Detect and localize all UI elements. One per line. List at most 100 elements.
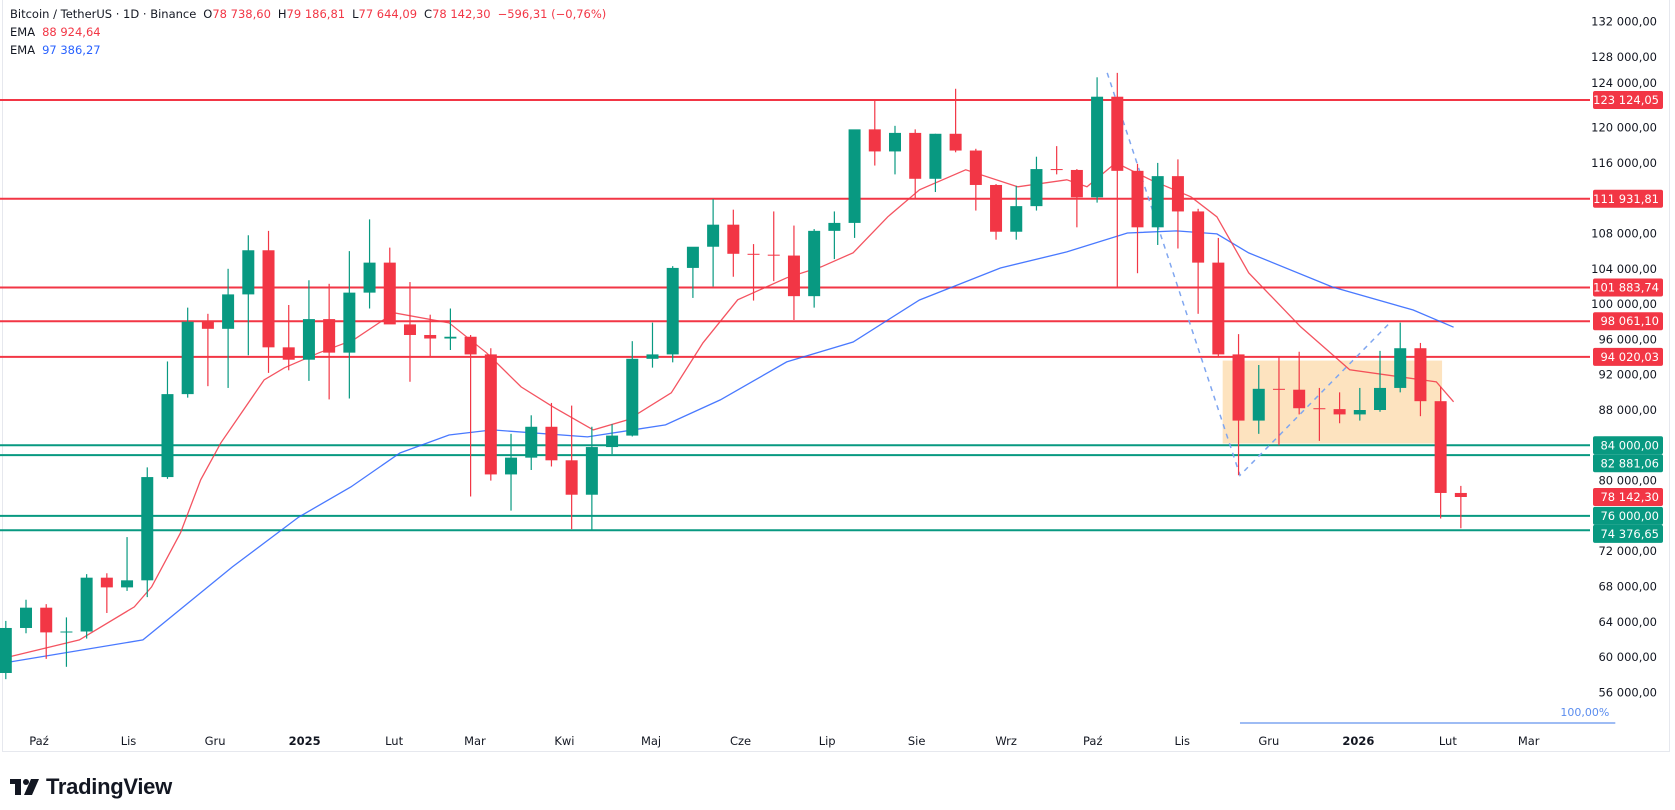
candle[interactable] <box>1353 387 1366 421</box>
candle[interactable] <box>60 617 73 667</box>
candle[interactable] <box>201 313 214 387</box>
candle[interactable] <box>1192 208 1205 314</box>
candle[interactable] <box>565 405 578 530</box>
y-axis-tick-label: 92 000,00 <box>1598 368 1657 382</box>
candle[interactable] <box>1050 146 1063 175</box>
candle[interactable] <box>121 537 134 591</box>
candle[interactable] <box>1030 156 1043 211</box>
candle[interactable] <box>1111 72 1124 287</box>
fib-extension-trend-line[interactable] <box>1106 72 1391 477</box>
candle[interactable] <box>990 184 1003 240</box>
candle[interactable] <box>242 235 255 356</box>
candle[interactable] <box>949 88 962 153</box>
price-chart[interactable]: 100,00% 132 000,00 128 000,00 124 000,00 12… <box>0 0 1675 760</box>
candle[interactable] <box>646 322 659 368</box>
candle[interactable] <box>666 266 679 363</box>
candle[interactable] <box>181 307 194 398</box>
candle[interactable] <box>1212 237 1225 358</box>
candle[interactable] <box>1434 387 1447 519</box>
candle[interactable] <box>1252 364 1265 434</box>
candle-body <box>262 250 275 348</box>
candle[interactable] <box>505 433 518 511</box>
candle[interactable] <box>1313 387 1326 441</box>
candle[interactable] <box>1293 351 1306 415</box>
candle[interactable] <box>1070 169 1083 228</box>
candle[interactable] <box>383 247 396 325</box>
candle-body <box>20 607 33 628</box>
candle-body <box>242 250 255 295</box>
candle-body <box>0 627 12 673</box>
candle-body <box>646 354 659 359</box>
candle[interactable] <box>20 599 33 634</box>
candle[interactable] <box>80 574 93 639</box>
y-axis-tick-label: 108 000,00 <box>1591 227 1657 241</box>
candle[interactable] <box>444 308 457 350</box>
candle-body <box>121 580 134 588</box>
candle-body <box>1151 176 1164 228</box>
candle[interactable] <box>686 246 699 298</box>
candle-body <box>868 129 881 152</box>
candle[interactable] <box>100 573 113 613</box>
candle[interactable] <box>585 426 598 531</box>
x-axis-tick-label: Gru <box>1258 734 1279 748</box>
candle[interactable] <box>545 402 558 467</box>
candle[interactable] <box>1394 322 1407 393</box>
candle-body <box>1454 492 1467 497</box>
resistance-level-badge-label: 123 124,05 <box>1593 93 1659 107</box>
candle[interactable] <box>424 314 437 357</box>
candle-body <box>828 222 841 231</box>
candle[interactable] <box>868 99 881 166</box>
candle[interactable] <box>929 133 942 193</box>
candle[interactable] <box>222 268 235 388</box>
candle[interactable] <box>707 199 720 287</box>
candle[interactable] <box>1454 485 1467 529</box>
candle[interactable] <box>848 129 861 238</box>
candle[interactable] <box>626 341 639 437</box>
candle-body <box>990 184 1003 232</box>
ema-fast-legend[interactable]: EMA 88 924,64 <box>10 25 101 39</box>
tradingview-logo[interactable]: TradingView <box>10 772 172 802</box>
candle-body <box>585 447 598 495</box>
candle[interactable] <box>888 125 901 175</box>
candle[interactable] <box>1374 350 1387 412</box>
candle[interactable] <box>1151 162 1164 245</box>
candle-body <box>100 577 113 588</box>
candle[interactable] <box>363 219 376 309</box>
candle[interactable] <box>141 467 154 598</box>
candle[interactable] <box>1333 392 1346 424</box>
candle[interactable] <box>161 361 174 479</box>
candle[interactable] <box>1414 342 1427 417</box>
candle[interactable] <box>464 334 477 497</box>
candle[interactable] <box>909 129 922 199</box>
candle[interactable] <box>787 225 800 320</box>
x-axis-tick-label: Lut <box>1439 734 1457 748</box>
candle[interactable] <box>1232 334 1245 476</box>
candle[interactable] <box>40 604 53 659</box>
y-axis-tick-label: 124 000,00 <box>1591 76 1657 90</box>
ema-slow-legend[interactable]: EMA 97 386,27 <box>10 43 101 57</box>
candle-body <box>161 394 174 478</box>
candle[interactable] <box>525 415 538 471</box>
candle[interactable] <box>1091 77 1104 203</box>
candle[interactable] <box>1171 159 1184 249</box>
candle[interactable] <box>262 230 275 373</box>
candle[interactable] <box>747 244 760 301</box>
candle[interactable] <box>343 251 356 399</box>
candle[interactable] <box>0 620 12 680</box>
candle[interactable] <box>403 282 416 382</box>
candle[interactable] <box>767 211 780 282</box>
candle[interactable] <box>323 283 336 400</box>
candle[interactable] <box>969 148 982 211</box>
x-axis-tick-label: Lut <box>385 734 403 748</box>
candle[interactable] <box>1131 163 1144 274</box>
candle[interactable] <box>1010 185 1023 240</box>
candle[interactable] <box>302 280 315 381</box>
candle[interactable] <box>808 229 821 308</box>
candle[interactable] <box>1272 356 1285 446</box>
candle[interactable] <box>606 424 619 455</box>
symbol-title[interactable]: Bitcoin / TetherUS · 1D · Binance <box>10 7 197 21</box>
candle[interactable] <box>828 211 841 260</box>
candle[interactable] <box>484 348 497 481</box>
candle[interactable] <box>282 304 295 371</box>
candle[interactable] <box>727 209 740 277</box>
